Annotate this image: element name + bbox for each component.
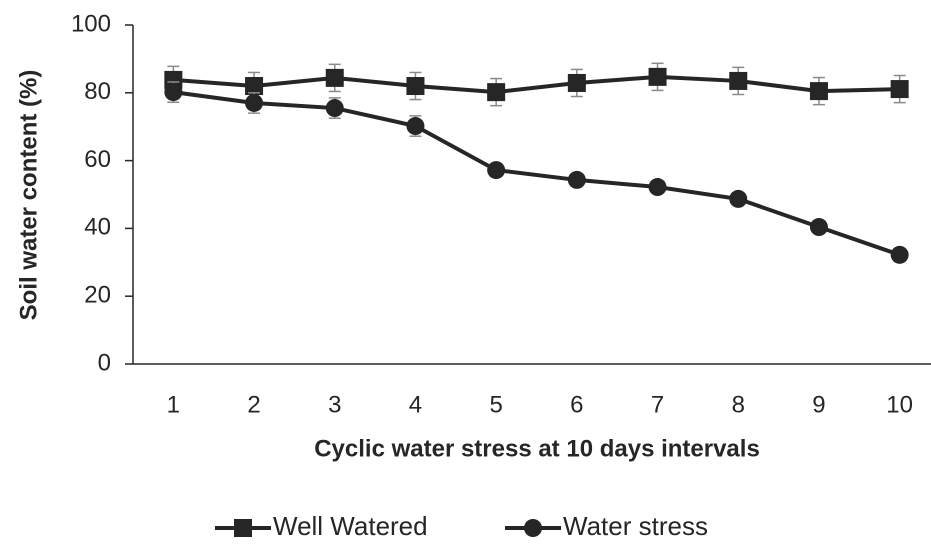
marker <box>245 93 264 112</box>
marker <box>890 245 909 264</box>
y-tick-label: 60 <box>84 146 111 173</box>
y-tick-label: 100 <box>71 10 111 37</box>
marker <box>406 117 425 136</box>
marker <box>809 218 828 237</box>
series-line <box>173 74 900 95</box>
x-axis-title: Cyclic water stress at 10 days intervals <box>314 435 760 462</box>
marker <box>890 80 909 99</box>
marker <box>809 82 828 101</box>
y-tick-label: 20 <box>84 282 111 309</box>
legend-label: Water stress <box>563 511 708 541</box>
marker <box>648 67 667 86</box>
x-tick-label: 1 <box>167 391 180 418</box>
marker <box>234 519 252 537</box>
marker <box>487 83 506 102</box>
y-tick-label: 80 <box>84 78 111 105</box>
marker <box>648 178 667 197</box>
x-tick-label: 5 <box>489 391 502 418</box>
marker <box>524 519 542 537</box>
series-line <box>173 90 901 257</box>
marker <box>406 77 425 96</box>
y-tick-label: 0 <box>98 349 111 376</box>
x-tick-label: 2 <box>247 391 260 418</box>
x-tick-label: 10 <box>886 391 913 418</box>
marker <box>567 170 586 189</box>
marker <box>487 161 506 180</box>
marker <box>729 71 748 90</box>
marker <box>245 77 264 96</box>
y-axis-title: Soil water content (%) <box>15 70 42 321</box>
marker <box>325 99 344 118</box>
marker <box>567 73 586 92</box>
marker <box>325 68 344 87</box>
marker <box>164 83 183 102</box>
x-tick-label: 9 <box>812 391 825 418</box>
x-tick-label: 8 <box>732 391 745 418</box>
x-tick-label: 6 <box>570 391 583 418</box>
x-tick-label: 7 <box>651 391 664 418</box>
legend-label: Well Watered <box>273 511 428 541</box>
marker <box>729 189 748 208</box>
y-tick-label: 40 <box>84 214 111 241</box>
x-tick-label: 3 <box>328 391 341 418</box>
x-tick-label: 4 <box>409 391 422 418</box>
